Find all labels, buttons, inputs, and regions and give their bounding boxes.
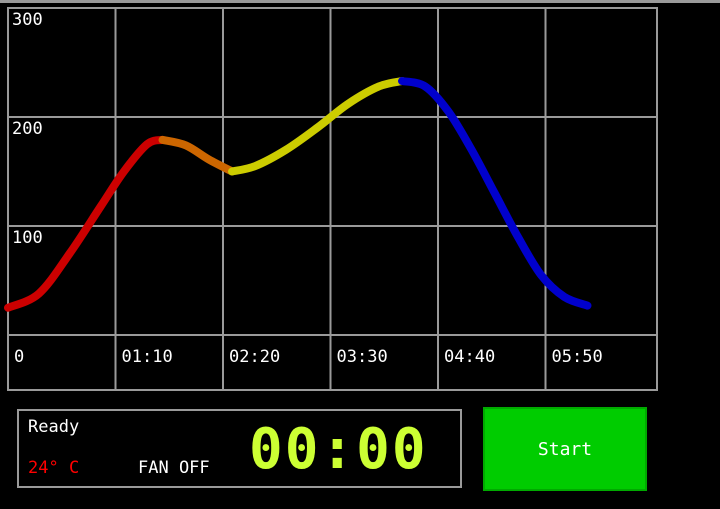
x-tick-label: 02:20: [229, 347, 280, 367]
status-label: Ready: [28, 417, 80, 437]
profile-segment-4: [398, 77, 592, 310]
profile-segment-1: [4, 135, 167, 312]
chart-frame: [7, 7, 658, 391]
y-tick-label: 200: [12, 119, 43, 139]
axis-labels: 100 200 300 0 01:10 02:20 03:30 04:40 05:50: [12, 10, 603, 367]
timer-display: 00:00: [249, 417, 428, 482]
profile-segment-2: [158, 135, 237, 176]
x-tick-label: 05:50: [552, 347, 603, 367]
x-tick-label: 04:40: [444, 347, 495, 367]
start-button[interactable]: Start: [483, 407, 647, 491]
x-tick-label: 01:10: [122, 347, 173, 367]
top-edge-line: [0, 0, 720, 3]
x-tick-label: 0: [14, 347, 24, 367]
profile-segment-3: [228, 77, 407, 176]
y-tick-label: 100: [12, 228, 43, 248]
profile-curve: [4, 77, 592, 312]
fan-status: FAN OFF: [138, 458, 210, 478]
y-tick-label: 300: [12, 10, 43, 30]
x-tick-label: 03:30: [337, 347, 388, 367]
status-panel: Ready 24° C FAN OFF 00:00: [17, 409, 462, 488]
temperature-readout: 24° C: [28, 458, 80, 478]
temperature-profile-chart: 100 200 300 0 01:10 02:20 03:30 04:40 05:50: [4, 7, 658, 391]
